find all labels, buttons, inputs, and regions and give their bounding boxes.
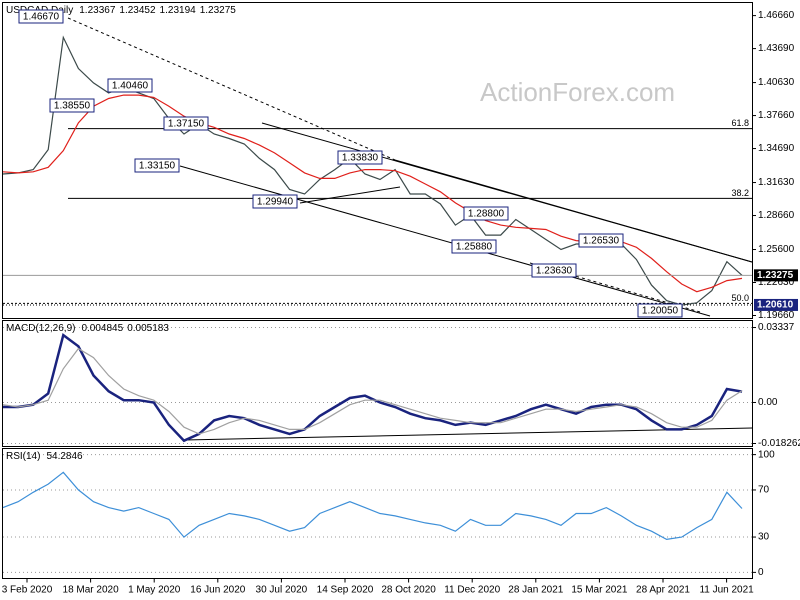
- y-tick-label: 1.19660: [758, 310, 795, 321]
- x-tick-label: 28 Jan 2021: [508, 585, 563, 596]
- annotation-label: 1.23630: [536, 266, 573, 277]
- panel-reading: 54.2846: [46, 451, 83, 462]
- annotation-label: 1.46670: [23, 12, 60, 23]
- x-tick-label: 11 Dec 2020: [444, 585, 500, 596]
- y-tick-label: 1.40630: [758, 77, 795, 88]
- panel-title: RSI(14): [6, 451, 40, 462]
- x-tick-label: 16 Jun 2020: [190, 585, 245, 596]
- x-tick-label: 30 Jul 2020: [256, 585, 308, 596]
- y-tick-label: 1.28660: [758, 210, 795, 221]
- watermark: ActionForex.com: [480, 77, 675, 107]
- annotation-box: [337, 150, 383, 165]
- annotation-box: [163, 116, 209, 131]
- series-line: [2, 471, 743, 541]
- annotation-box: [463, 206, 509, 221]
- y-tick-label: 0.00: [758, 397, 778, 408]
- y-tick-label: 70: [758, 485, 770, 496]
- annotation-label: 1.28800: [468, 209, 505, 220]
- annotation-label: 1.40460: [112, 81, 149, 92]
- annotation-box: [578, 233, 624, 248]
- annotation-label: 1.38550: [54, 101, 91, 112]
- annotation-box: [18, 9, 64, 24]
- annotation-label: 1.29940: [257, 197, 294, 208]
- fib-label: 38.2: [731, 188, 749, 198]
- support-label: 1.20610: [757, 300, 794, 311]
- panel-title: MACD(12,26,9): [6, 323, 75, 334]
- y-tick-label: 1.31630: [758, 177, 795, 188]
- x-tick-label: 28 Apr 2021: [636, 585, 690, 596]
- annotation-box: [451, 239, 497, 254]
- macd-panel: [2, 320, 753, 447]
- y-tick-label: 1.22630: [758, 277, 795, 288]
- x-tick-label: 15 Mar 2021: [571, 585, 628, 596]
- last-price-badge: [754, 269, 798, 282]
- y-tick-label: 0.03337: [758, 322, 795, 333]
- plot-layer: 1.46660 1.43690 1.40630 1.37660 1.34690 1.316…: [2, 5, 800, 596]
- panel-reading: 0.004845: [81, 323, 123, 334]
- panel-reading: 1.23367: [79, 5, 116, 16]
- trend-line: [179, 165, 711, 317]
- annotation-label: 1.33830: [342, 153, 379, 164]
- x-tick-label: 1 May 2020: [128, 585, 181, 596]
- y-tick-label: 100: [758, 449, 775, 460]
- y-tick-label: -0.018262: [758, 438, 800, 449]
- y-tick-label: 30: [758, 532, 770, 543]
- panel-reading: 1.23194: [160, 5, 197, 16]
- panel-reading: 1.23452: [119, 5, 156, 16]
- y-tick-label: 1.43690: [758, 43, 795, 54]
- y-tick-label: 1.37660: [758, 110, 795, 121]
- annotation-box: [637, 303, 683, 318]
- annotation-label: 1.33150: [139, 161, 176, 172]
- annotation-box: [107, 78, 153, 93]
- panel-reading: 0.005183: [127, 323, 169, 334]
- trend-line: [299, 186, 401, 204]
- series-line: [2, 347, 743, 435]
- annotation-label: 1.25880: [456, 242, 493, 253]
- annotation-label: 1.26530: [583, 236, 620, 247]
- trend-line: [261, 122, 753, 263]
- support-badge: [754, 298, 798, 311]
- annotation-label: 1.20050: [642, 306, 679, 317]
- x-tick-label: 11 Jun 2021: [699, 585, 754, 596]
- last-price-label: 1.23275: [757, 270, 794, 281]
- annotation-box: [49, 98, 95, 113]
- y-tick-label: 1.46660: [758, 10, 795, 21]
- trend-lines: [67, 17, 753, 441]
- price-panel: [2, 2, 753, 319]
- y-tick-label: 1.34690: [758, 143, 795, 154]
- trend-line: [184, 427, 753, 441]
- rsi-panel: [2, 448, 753, 579]
- annotation-box: [252, 194, 298, 209]
- annotation-box: [134, 158, 180, 173]
- panel-reading: 1.23275: [200, 5, 237, 16]
- fib-label: 61.8: [731, 118, 749, 128]
- x-tick-label: 3 Feb 2020: [2, 585, 53, 596]
- annotation-label: 1.37150: [168, 119, 205, 130]
- fib-label: 50.0: [731, 293, 749, 303]
- x-tick-label: 14 Sep 2020: [317, 585, 374, 596]
- annotation-box: [531, 263, 577, 278]
- x-tick-label: 28 Oct 2020: [381, 585, 436, 596]
- x-tick-label: 18 Mar 2020: [63, 585, 120, 596]
- y-tick-label: 1.25600: [758, 244, 795, 255]
- y-tick-label: 0: [758, 567, 764, 578]
